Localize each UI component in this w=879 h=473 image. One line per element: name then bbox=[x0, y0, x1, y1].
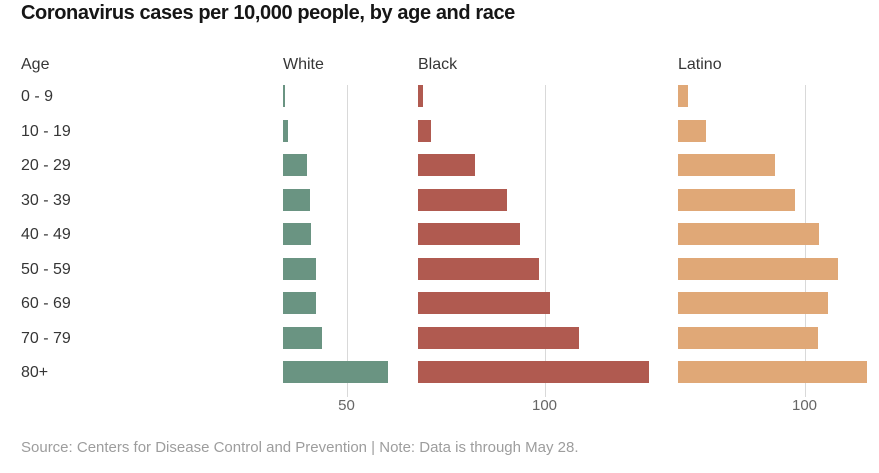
gridline-white bbox=[346, 85, 348, 397]
age-label-80plus: 80+ bbox=[21, 364, 49, 381]
series-header-white: White bbox=[283, 56, 324, 73]
bar-latino-20-29 bbox=[678, 154, 775, 176]
bar-latino-70-79 bbox=[678, 326, 818, 349]
age-label-50-59: 50 - 59 bbox=[21, 260, 71, 278]
chart-title: Coronavirus cases per 10,000 people, by … bbox=[21, 2, 515, 24]
bar-black-20-29 bbox=[418, 154, 476, 176]
bar-latino-60-69 bbox=[678, 292, 828, 314]
axis-tick-label-white: 50 bbox=[338, 397, 355, 414]
age-label-10-19: 10 - 19 bbox=[21, 122, 71, 140]
source-note: Source: Centers for Disease Control and … bbox=[21, 439, 579, 456]
age-label-20-29: 20 - 29 bbox=[21, 157, 71, 174]
bar-white-50-59 bbox=[283, 257, 317, 280]
bar-black-10-19 bbox=[418, 119, 431, 142]
bar-black-40-49 bbox=[418, 223, 520, 245]
bar-latino-80plus bbox=[678, 361, 868, 383]
bar-latino-40-49 bbox=[678, 223, 819, 245]
age-label-30-39: 30 - 39 bbox=[21, 191, 71, 209]
age-label-40-49: 40 - 49 bbox=[21, 226, 71, 243]
age-label-60-69: 60 - 69 bbox=[21, 295, 71, 312]
bar-black-30-39 bbox=[418, 188, 507, 211]
gridline-black bbox=[544, 85, 546, 397]
bar-latino-10-19 bbox=[678, 119, 706, 142]
age-label-0-9: 0 - 9 bbox=[21, 88, 54, 105]
bar-white-70-79 bbox=[283, 326, 323, 349]
series-header-latino: Latino bbox=[678, 56, 722, 73]
bar-white-0-9 bbox=[283, 85, 285, 107]
age-column-header: Age bbox=[21, 56, 50, 73]
bar-latino-0-9 bbox=[678, 85, 689, 107]
bar-white-20-29 bbox=[283, 154, 308, 176]
bar-latino-50-59 bbox=[678, 257, 839, 280]
series-header-black: Black bbox=[418, 56, 458, 73]
bar-black-70-79 bbox=[418, 326, 580, 349]
bar-black-50-59 bbox=[418, 257, 539, 280]
age-label-70-79: 70 - 79 bbox=[21, 329, 71, 347]
bar-black-80plus bbox=[418, 361, 650, 383]
bar-white-30-39 bbox=[283, 188, 310, 211]
bar-white-40-49 bbox=[283, 223, 311, 245]
bar-black-60-69 bbox=[418, 292, 551, 314]
bar-white-80plus bbox=[283, 361, 389, 383]
axis-tick-label-black: 100 bbox=[531, 397, 558, 414]
bar-white-10-19 bbox=[283, 119, 289, 142]
bar-black-0-9 bbox=[418, 85, 424, 107]
axis-tick-label-latino: 100 bbox=[791, 397, 818, 414]
bar-latino-30-39 bbox=[678, 188, 795, 211]
bar-white-60-69 bbox=[283, 292, 317, 314]
